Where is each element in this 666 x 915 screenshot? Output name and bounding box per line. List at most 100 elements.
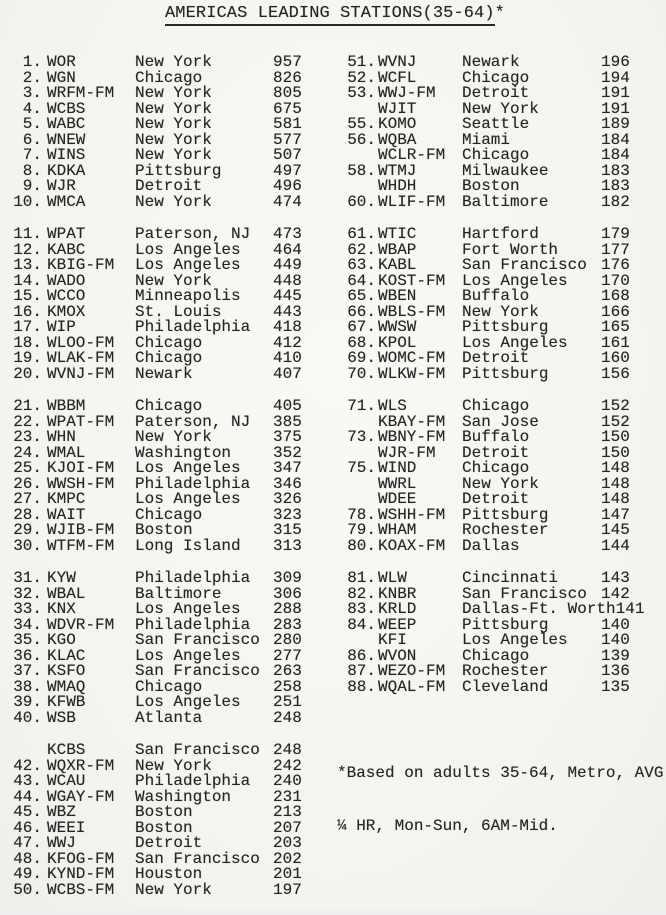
station-value: 203 (273, 834, 302, 852)
station-rank: 62. (347, 240, 376, 259)
station-call: WLIF-FM (378, 192, 446, 211)
station-rank: 60. (347, 192, 376, 211)
station-rank: 53. (347, 84, 376, 102)
station-row: 38. WMAQ Chicago 258 (12, 679, 302, 696)
station-value: 309 (273, 569, 302, 587)
station-row: 8. KDKA Pittsburg 497 (12, 163, 302, 180)
station-rank: 63. (347, 256, 376, 274)
station-city: Paterson, NJ (135, 412, 251, 431)
station-row: 66. WBLS-FM New York 166 (344, 304, 663, 321)
station-rank: 80. (347, 536, 376, 555)
station-rank: 15. (13, 287, 42, 305)
station-value: 201 (273, 865, 302, 883)
station-city: Detroit (462, 84, 530, 102)
station-rank: 1. (22, 53, 42, 71)
station-value: 136 (601, 662, 630, 680)
station-value: 207 (273, 818, 302, 837)
station-value: 160 (601, 349, 630, 367)
station-city: Hartford (462, 225, 539, 243)
station-city: Fort Worth (462, 240, 559, 259)
station-row: 14. WADO New York 448 (12, 273, 302, 290)
station-call: WJR (47, 177, 76, 195)
station-value: 150 (601, 428, 630, 446)
station-rank: 52. (347, 68, 376, 87)
station-call: WCBS (47, 99, 86, 118)
station-city: Detroit (135, 834, 203, 852)
station-value: 135 (601, 677, 630, 696)
station-value: 288 (273, 600, 302, 618)
station-row: 43. WCAU Philadelphia 240 (12, 773, 302, 790)
station-rank: 4. (22, 99, 42, 118)
station-row: WHDH Boston 183 (344, 178, 663, 195)
station-city: Dallas (462, 536, 520, 555)
station-row: 61. WTIC Hartford 179 (344, 225, 663, 243)
station-row: 51. WVNJ Newark 196 (344, 54, 663, 71)
station-value: 474 (273, 192, 302, 211)
station-list-left-column: 1. WOR New York 957 2. WGN Chicago 826 3… (12, 53, 302, 915)
station-city: Los Angeles (135, 490, 241, 508)
station-rank: 46. (13, 818, 42, 837)
station-city: New York (135, 428, 212, 446)
station-rank: 87. (347, 662, 376, 680)
station-value: 140 (601, 615, 630, 634)
station-call: WHAM (378, 521, 417, 539)
station-value: 407 (273, 364, 302, 383)
station-call: WNEW (47, 130, 86, 149)
station-rank: 49. (13, 865, 42, 883)
station-call: WDVR-FM (47, 615, 115, 634)
station-city: Philadelphia (135, 569, 251, 587)
station-call: WEEP (378, 615, 417, 634)
station-call: WQAL-FM (378, 677, 446, 696)
station-row: 28. WAIT Chicago 323 (12, 507, 302, 524)
station-city: San Francisco (135, 631, 260, 649)
station-call: WCFL (378, 68, 417, 87)
station-city: Chicago (135, 333, 203, 352)
station-city: Detroit (462, 443, 530, 462)
station-value: 231 (273, 787, 302, 806)
station-call: KFI (378, 631, 407, 649)
station-city: Los Angeles (135, 459, 241, 477)
station-rank: 81. (347, 569, 376, 587)
station-call: WCLR-FM (378, 146, 446, 164)
station-row: 81. WLW Cincinnati 143 (344, 569, 663, 587)
station-rank: 61. (347, 225, 376, 243)
station-call: WJIB-FM (47, 521, 115, 539)
station-city: New York (135, 192, 212, 211)
station-call: WLW (378, 569, 407, 587)
station-city: Rochester (462, 662, 549, 680)
station-group-81-88: 81. WLW Cincinnati 143 82. KNBR San Fran… (344, 569, 663, 696)
station-call: WSHH-FM (378, 505, 446, 524)
station-city: Atlanta (135, 708, 203, 727)
station-city: San Francisco (135, 662, 260, 680)
station-city: Paterson, NJ (135, 225, 251, 243)
station-rank: 44. (13, 787, 42, 806)
station-rank: 32. (13, 584, 42, 603)
page-title-footnote-marker: * (494, 4, 505, 23)
station-city: San Jose (462, 412, 539, 431)
station-city: Seattle (462, 115, 530, 133)
station-rank: 20. (13, 364, 42, 383)
station-call: WBAL (47, 584, 86, 603)
station-group-51-60: 51. WVNJ Newark 196 52. WCFL Chicago 194… (344, 54, 663, 211)
station-row: 20. WVNJ-FM Newark 407 (12, 364, 302, 383)
station-row: 13. KBIG-FM Los Angeles 449 (12, 256, 302, 274)
station-row: 4. WCBS New York 675 (12, 99, 302, 118)
station-value: 141 (615, 600, 645, 618)
station-rank: 6. (22, 130, 42, 149)
station-call: KABC (47, 240, 86, 259)
station-call: KNX (47, 600, 76, 618)
station-value: 184 (601, 130, 630, 149)
station-call: WPAT (47, 225, 86, 243)
station-city: New York (135, 146, 212, 164)
station-city: Chicago (135, 349, 203, 367)
station-value: 140 (601, 631, 630, 649)
station-row: 49. KYND-FM Houston 201 (12, 865, 302, 883)
station-value: 202 (273, 849, 302, 868)
station-rank: 47. (13, 834, 42, 852)
station-call: WHN (47, 428, 76, 446)
station-row: 64. KOST-FM Los Angeles 170 (344, 273, 663, 290)
station-value: 148 (601, 474, 630, 493)
station-value: 143 (601, 569, 630, 587)
station-call: KBIG-FM (47, 256, 115, 274)
station-city: Los Angeles (135, 646, 241, 665)
